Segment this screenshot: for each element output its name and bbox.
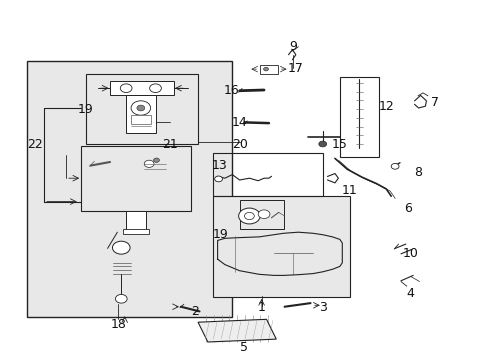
Text: 15: 15 (331, 138, 347, 150)
Circle shape (120, 84, 132, 93)
Bar (85, 74, 198, 144)
Bar (212, 196, 349, 297)
Text: 9: 9 (289, 40, 297, 53)
Bar (239, 200, 283, 229)
Circle shape (131, 101, 150, 115)
Circle shape (149, 84, 161, 93)
Text: 4: 4 (406, 287, 414, 300)
Circle shape (238, 208, 260, 224)
Text: 5: 5 (240, 341, 248, 354)
Text: 19: 19 (78, 103, 93, 116)
Text: 10: 10 (402, 247, 418, 260)
Text: 12: 12 (378, 100, 393, 113)
Bar (126, 211, 145, 230)
Text: 11: 11 (341, 184, 357, 197)
Text: 14: 14 (231, 116, 247, 129)
Bar (81, 146, 190, 211)
Text: 8: 8 (413, 166, 421, 179)
Circle shape (144, 160, 154, 167)
Bar (27, 61, 232, 317)
Circle shape (318, 141, 326, 147)
Text: 21: 21 (162, 138, 178, 151)
Text: 13: 13 (211, 159, 226, 172)
Text: 16: 16 (223, 84, 239, 96)
Text: 7: 7 (430, 96, 438, 109)
Bar (110, 81, 173, 95)
Text: 19: 19 (213, 228, 228, 241)
Text: 22: 22 (27, 138, 42, 151)
Circle shape (390, 163, 398, 169)
Text: 3: 3 (318, 301, 326, 314)
Circle shape (137, 105, 144, 111)
Circle shape (244, 212, 254, 220)
Circle shape (112, 241, 130, 254)
Bar (123, 229, 149, 234)
Bar (126, 95, 155, 133)
Text: 1: 1 (257, 301, 265, 314)
Circle shape (115, 294, 127, 303)
Bar (131, 115, 150, 124)
Circle shape (263, 67, 268, 71)
Circle shape (153, 158, 159, 162)
Text: 18: 18 (110, 318, 126, 330)
Text: 2: 2 (190, 305, 198, 318)
Text: 20: 20 (231, 138, 247, 151)
Text: 6: 6 (404, 202, 411, 215)
Circle shape (214, 176, 222, 182)
Polygon shape (198, 319, 276, 342)
Bar (339, 77, 378, 157)
Bar (212, 153, 322, 196)
Text: 17: 17 (287, 62, 303, 75)
Bar (260, 65, 277, 74)
Circle shape (258, 210, 269, 219)
